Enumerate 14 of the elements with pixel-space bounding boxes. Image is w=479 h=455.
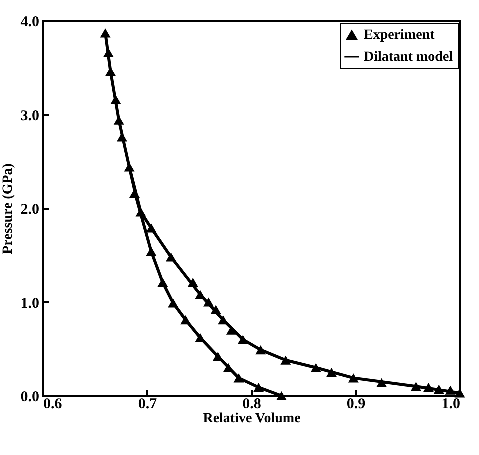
y-tick-label: 1.0: [20, 296, 40, 312]
y-tick-label: 2.0: [20, 202, 40, 218]
y-tick-label: 0.0: [20, 390, 40, 406]
x-tick-label: 0.6: [44, 396, 63, 412]
y-tick-label: 4.0: [20, 14, 40, 30]
x-tick-label: 0.8: [242, 396, 262, 412]
legend-label: Dilatant model: [364, 50, 454, 65]
legend-label: Experiment: [364, 28, 436, 43]
x-tick-label: 1.0: [442, 396, 460, 412]
x-axis-title: Relative Volume: [203, 412, 301, 426]
y-tick-label: 3.0: [20, 108, 40, 124]
y-axis-title: Pressure (GPa): [0, 163, 16, 254]
x-tick-label: 0.7: [138, 396, 158, 412]
x-tick-label: 0.9: [346, 396, 366, 412]
